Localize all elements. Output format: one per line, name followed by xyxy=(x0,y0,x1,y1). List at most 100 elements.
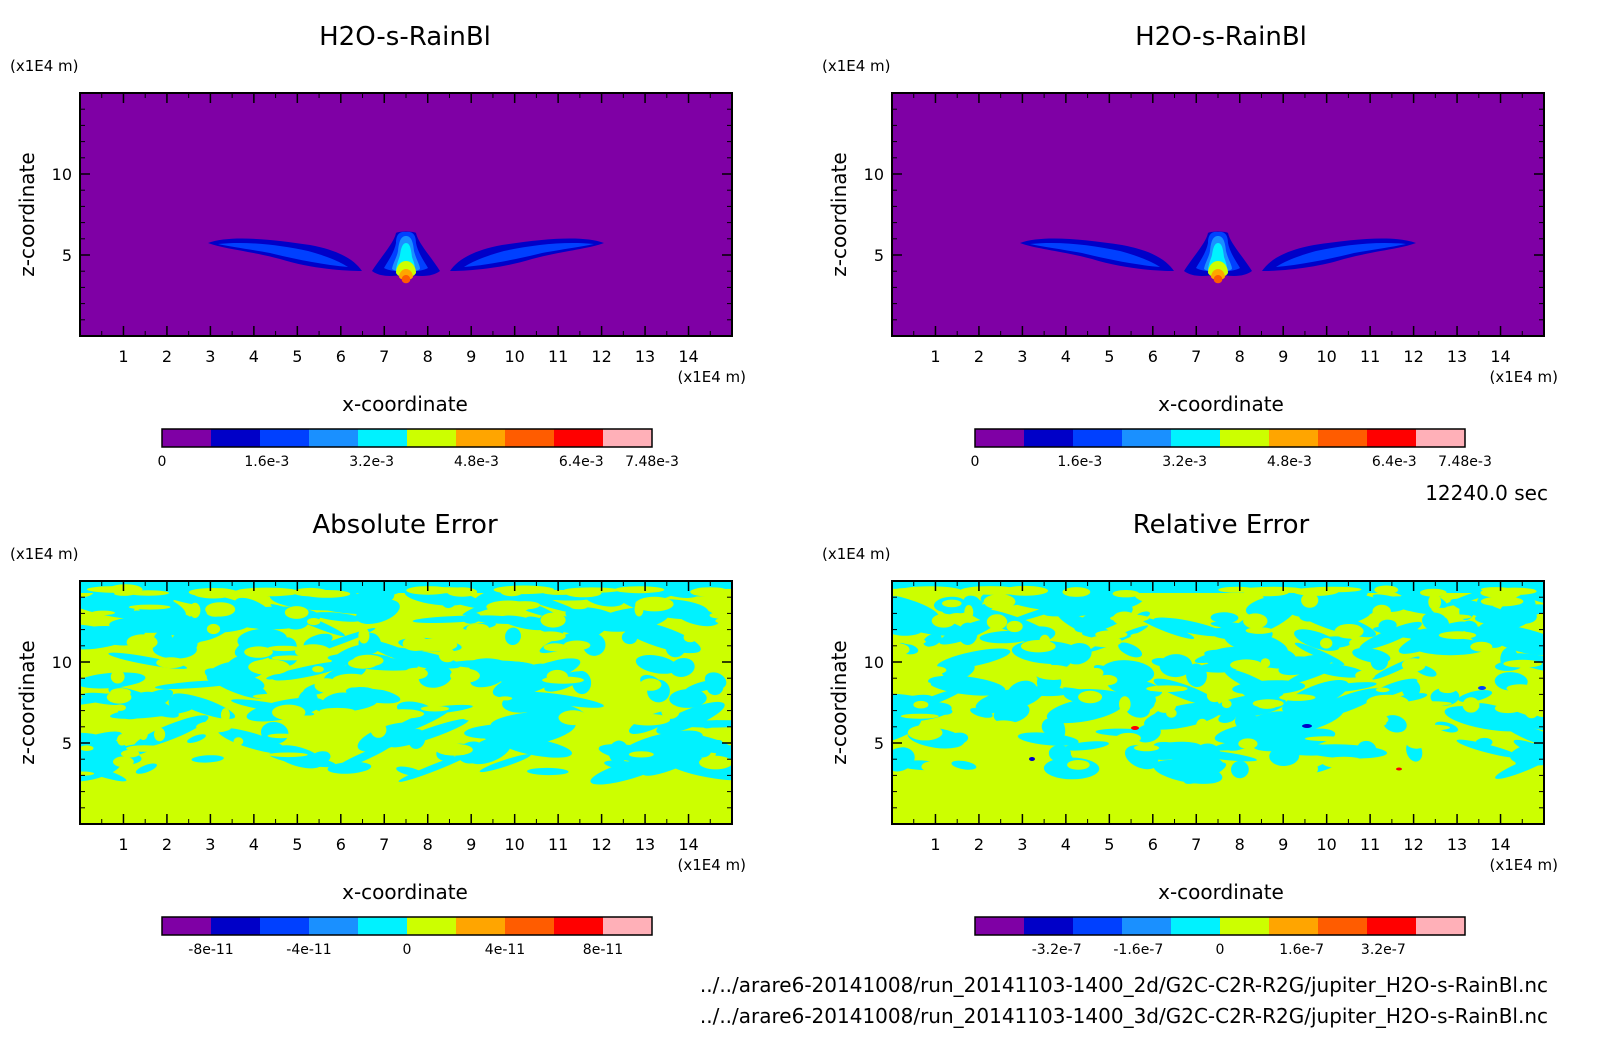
colorbar-swatch xyxy=(1367,917,1417,935)
colorbar-swatch xyxy=(456,917,506,935)
x-tick-label: 8 xyxy=(1235,835,1245,854)
colorbar-swatch xyxy=(358,917,408,935)
colorbar-swatch xyxy=(407,429,457,447)
colorbar-tick-label: 1.6e-7 xyxy=(1279,942,1324,958)
plume-region-3 xyxy=(464,242,594,267)
colorbar-swatch xyxy=(211,429,261,447)
field-background xyxy=(892,581,1544,824)
x-tick-label: 8 xyxy=(423,347,433,366)
x-tick-label: 12 xyxy=(1403,347,1423,366)
x-unit-label: (x1E4 m) xyxy=(1489,856,1558,874)
colorbar-swatch xyxy=(505,917,555,935)
x-tick-label: 7 xyxy=(1191,835,1201,854)
y-tick-label: 10 xyxy=(52,165,72,184)
colorbar-swatch xyxy=(1220,429,1270,447)
colorbar-tick-label: -8e-11 xyxy=(188,942,233,958)
colorbar-swatch xyxy=(1073,429,1123,447)
colorbar-swatch xyxy=(211,917,261,935)
x-tick-label: 12 xyxy=(1403,835,1423,854)
x-tick-label: 5 xyxy=(1104,347,1114,366)
x-tick-label: 12 xyxy=(591,835,611,854)
x-tick-label: 4 xyxy=(249,347,259,366)
x-tick-label: 14 xyxy=(678,347,698,366)
y-tick-label: 5 xyxy=(874,734,884,753)
colorbar-tick-label: 3.2e-7 xyxy=(1361,942,1406,958)
x-tick-label: 5 xyxy=(292,347,302,366)
field-layer xyxy=(892,93,1544,336)
x-tick-label: 11 xyxy=(1360,835,1380,854)
colorbar-swatch xyxy=(1171,917,1221,935)
colorbar-swatch xyxy=(1122,429,1172,447)
colorbar-tick-label: -4e-11 xyxy=(286,942,331,958)
y-axis-label: z-coordinate xyxy=(827,640,851,764)
colorbar-swatch xyxy=(1269,917,1319,935)
x-tick-label: 9 xyxy=(1278,347,1288,366)
field-background xyxy=(892,93,1544,336)
x-tick-label: 8 xyxy=(1235,347,1245,366)
x-tick-label: 8 xyxy=(423,835,433,854)
colorbar-tick-label: 8e-11 xyxy=(583,942,623,958)
field-layer xyxy=(80,581,732,824)
x-axis-label: x-coordinate xyxy=(342,880,468,904)
x-tick-label: 6 xyxy=(1148,347,1158,366)
x-tick-label: 3 xyxy=(205,835,215,854)
x-tick-label: 13 xyxy=(1447,835,1467,854)
y-tick-label: 10 xyxy=(864,653,884,672)
colorbar-swatch xyxy=(1171,429,1221,447)
y-unit-label: (x1E4 m) xyxy=(822,545,891,563)
colorbar-tick-label: 1.6e-3 xyxy=(1057,454,1102,470)
x-tick-label: 9 xyxy=(466,835,476,854)
x-tick-label: 11 xyxy=(548,347,568,366)
colorbar-swatch xyxy=(603,917,653,935)
x-tick-label: 3 xyxy=(1017,347,1027,366)
plume-region-3 xyxy=(1276,242,1406,267)
x-unit-label: (x1E4 m) xyxy=(1489,368,1558,386)
panel-title: H2O-s-RainBl xyxy=(319,22,491,52)
x-tick-label: 13 xyxy=(635,347,655,366)
x-tick-label: 1 xyxy=(930,835,940,854)
y-tick-label: 5 xyxy=(62,734,72,753)
x-tick-label: 9 xyxy=(1278,835,1288,854)
colorbar-tick-label: 1.6e-3 xyxy=(244,454,289,470)
colorbar-frame xyxy=(974,428,1466,448)
panel-title: H2O-s-RainBl xyxy=(1135,22,1307,52)
plume-region-10 xyxy=(1213,275,1223,284)
x-axis-label: x-coordinate xyxy=(342,392,468,416)
x-tick-label: 4 xyxy=(1061,835,1071,854)
x-tick-label: 10 xyxy=(504,835,524,854)
panel-title: Absolute Error xyxy=(312,510,498,540)
colorbar: 0 1.6e-3 3.2e-3 4.8e-3 6.4e-3 7.48e-3 xyxy=(158,428,679,470)
colorbar-tick-label: 0 xyxy=(1216,942,1225,958)
colorbar-swatch xyxy=(162,429,212,447)
plume-region-1 xyxy=(218,242,348,267)
x-tick-label: 1 xyxy=(118,347,128,366)
x-axis-label: x-coordinate xyxy=(1158,880,1284,904)
x-unit-label: (x1E4 m) xyxy=(677,856,746,874)
colorbar: -3.2e-7 -1.6e-7 0 1.6e-7 3.2e-7 xyxy=(974,916,1466,958)
colorbar-tick-label: -3.2e-7 xyxy=(1032,942,1082,958)
colorbar-tick-label: -1.6e-7 xyxy=(1113,942,1163,958)
field-background xyxy=(80,581,732,824)
colorbar-tick-label: 6.4e-3 xyxy=(1372,454,1417,470)
x-tick-label: 1 xyxy=(930,347,940,366)
colorbar-tick-label: 4.8e-3 xyxy=(454,454,499,470)
colorbar-tick-label: 3.2e-3 xyxy=(349,454,394,470)
colorbar-swatch xyxy=(505,429,555,447)
colorbar-tick-label: 3.2e-3 xyxy=(1162,454,1207,470)
colorbar: 0 1.6e-3 3.2e-3 4.8e-3 6.4e-3 7.48e-3 xyxy=(971,428,1492,470)
x-tick-label: 10 xyxy=(1316,835,1336,854)
colorbar-swatch xyxy=(1073,917,1123,935)
panel-title: Relative Error xyxy=(1133,510,1310,540)
colorbar-swatch xyxy=(975,917,1025,935)
colorbar-frame xyxy=(161,916,653,936)
colorbar-swatch xyxy=(1269,429,1319,447)
colorbar-swatch xyxy=(975,429,1025,447)
x-tick-label: 13 xyxy=(635,835,655,854)
x-tick-label: 9 xyxy=(466,347,476,366)
panel-2: H2O-s-RainBl(x1E4 m)1 2 3 4 5 6 7 8 9 10 11 12 13 145… xyxy=(822,22,1558,470)
y-axis-label: z-coordinate xyxy=(15,640,39,764)
colorbar-tick-label: 7.48e-3 xyxy=(1438,454,1492,470)
x-tick-label: 5 xyxy=(1104,835,1114,854)
time-label: 12240.0 sec xyxy=(1425,481,1548,505)
colorbar-frame xyxy=(161,428,653,448)
